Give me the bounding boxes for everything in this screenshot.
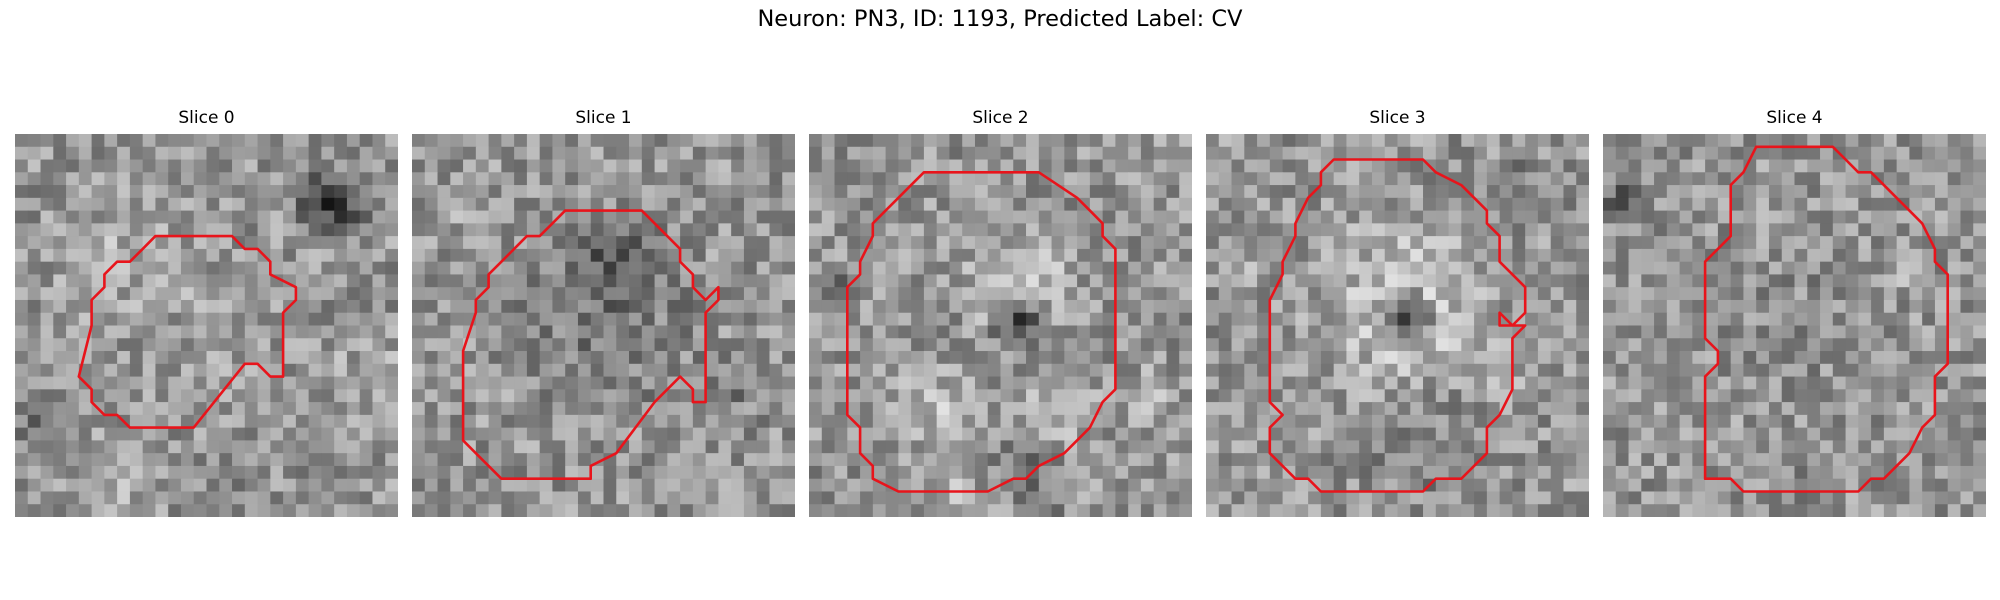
slice-0-svg [15,134,398,517]
slice-4-svg [1603,134,1986,517]
slice-2-contour [845,170,1117,493]
slice-image-1 [412,134,795,517]
slice-title-4: Slice 4 [1766,108,1823,128]
slice-title-0: Slice 0 [178,108,235,128]
slice-4-contour [1703,145,1950,493]
slice-image-2 [809,134,1192,517]
slice-4-pixels [1603,134,1986,517]
slice-3-pixels [1206,134,1589,517]
slice-1-pixels [412,134,795,517]
slice-3-contour [1268,158,1527,493]
slice-0-contour [77,234,298,429]
slice-2-svg [809,134,1192,517]
slice-title-3: Slice 3 [1369,108,1426,128]
slice-image-3 [1206,134,1589,517]
slice-0-pixels [15,134,398,517]
slice-title-2: Slice 2 [972,108,1029,128]
slice-3-svg [1206,134,1589,517]
slice-1-svg [412,134,795,517]
slice-image-0 [15,134,398,517]
slice-title-1: Slice 1 [575,108,632,128]
slice-1-contour [461,209,720,481]
slice-image-4 [1603,134,1986,517]
slice-2-pixels [809,134,1192,517]
figure-title: Neuron: PN3, ID: 1193, Predicted Label: … [757,6,1243,32]
